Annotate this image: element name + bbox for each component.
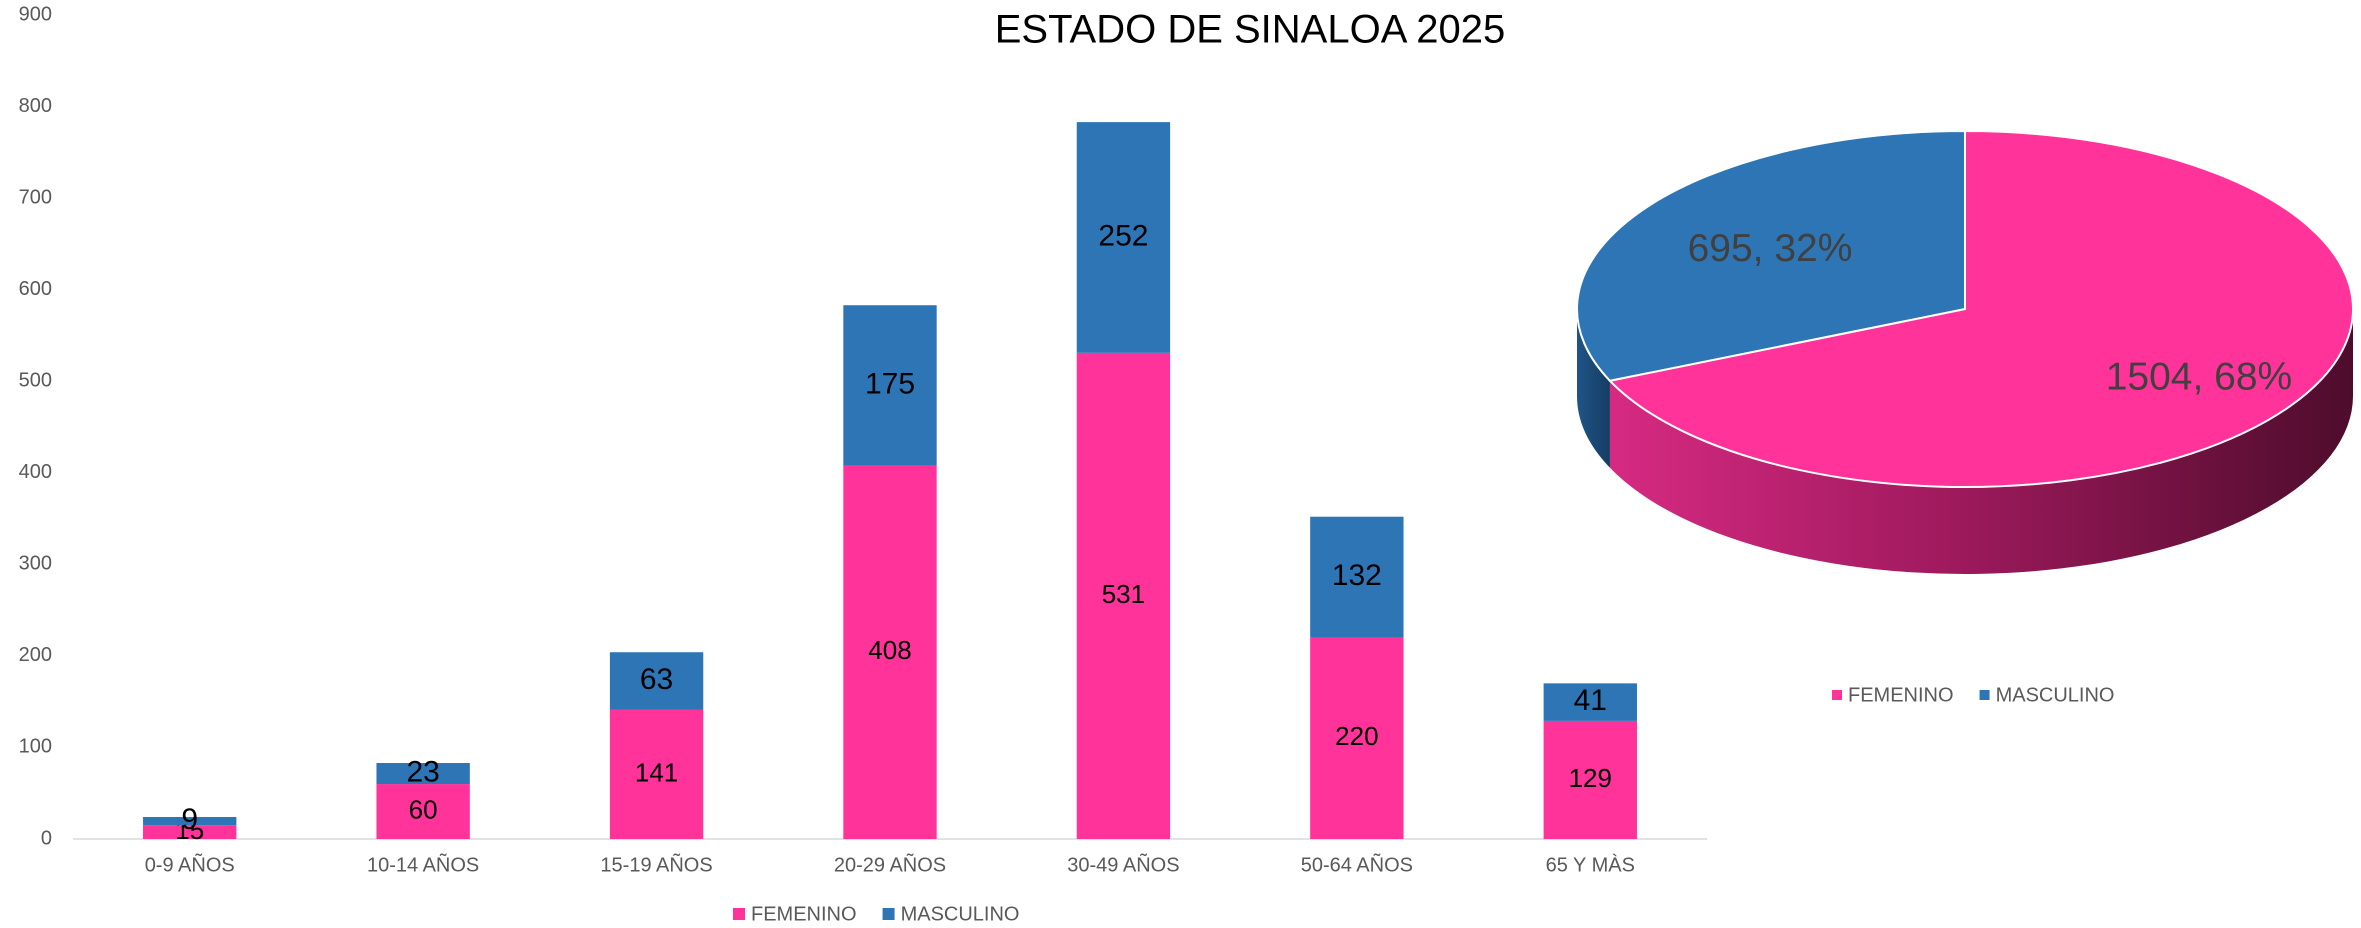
bar-segment — [1310, 516, 1404, 638]
y-tick-label: 400 — [19, 461, 52, 483]
bar-segment — [1310, 637, 1404, 839]
data-label: 23 — [406, 755, 439, 788]
y-tick-label: 800 — [19, 95, 52, 117]
legend-label: FEMENINO — [751, 903, 857, 925]
data-label: 531 — [1102, 579, 1145, 609]
chart-title: ESTADO DE SINALOA 2025 — [995, 8, 1506, 52]
bar-segment — [609, 652, 704, 710]
bar-segment — [143, 825, 237, 839]
bar-segment — [1076, 352, 1171, 839]
x-tick-label: 30-49 AÑOS — [1067, 852, 1179, 876]
legend-label: FEMENINO — [1848, 684, 1954, 706]
legend-label: MASCULINO — [901, 903, 1020, 925]
pie-side — [1577, 309, 1610, 468]
bar-segment — [1543, 720, 1637, 839]
legend-label: MASCULINO — [1996, 684, 2115, 706]
y-tick-label: 100 — [19, 736, 52, 758]
legend-swatch — [1979, 690, 1990, 700]
data-label: 60 — [409, 794, 438, 824]
x-tick-label: 0-9 AÑOS — [145, 852, 235, 876]
data-label: 175 — [865, 367, 915, 400]
y-tick-label: 700 — [19, 186, 52, 208]
bar-segment — [143, 817, 237, 826]
y-tick-label: 900 — [19, 3, 52, 25]
legend-swatch — [882, 908, 895, 920]
pie-slice — [1607, 129, 2354, 488]
y-tick-label: 200 — [19, 644, 52, 666]
bar-segment — [1543, 683, 1637, 721]
bar-segment — [843, 305, 937, 466]
x-tick-label: 65 Y MÀS — [1546, 853, 1635, 876]
data-label: 141 — [635, 757, 678, 787]
bar-segment — [376, 784, 470, 839]
data-label: 9 — [181, 803, 198, 836]
pie-side — [1609, 309, 2353, 574]
legend-swatch — [733, 908, 745, 920]
bar-segment — [1076, 122, 1171, 353]
bar-segment — [376, 763, 470, 785]
bar-segment — [843, 465, 937, 839]
y-tick-label: 500 — [19, 370, 52, 392]
bar-segment — [609, 709, 704, 839]
data-label: 1504, 68% — [2106, 355, 2293, 398]
data-label: 129 — [1569, 763, 1612, 793]
legend-swatch — [1832, 690, 1842, 700]
data-label: 41 — [1574, 684, 1607, 717]
x-tick-label: 20-29 AÑOS — [834, 852, 946, 876]
data-label: 63 — [640, 663, 673, 696]
x-tick-label: 15-19 AÑOS — [600, 852, 712, 876]
data-label: 132 — [1332, 559, 1382, 592]
y-tick-label: 600 — [19, 278, 52, 300]
y-tick-label: 0 — [41, 827, 52, 849]
pie-slice — [1576, 129, 1966, 382]
data-label: 695, 32% — [1688, 227, 1853, 270]
x-tick-label: 50-64 AÑOS — [1301, 852, 1413, 876]
x-tick-label: 10-14 AÑOS — [367, 852, 479, 876]
data-label: 408 — [868, 635, 911, 665]
data-label: 252 — [1098, 219, 1148, 252]
y-tick-label: 300 — [19, 553, 52, 575]
data-label: 220 — [1335, 721, 1378, 751]
